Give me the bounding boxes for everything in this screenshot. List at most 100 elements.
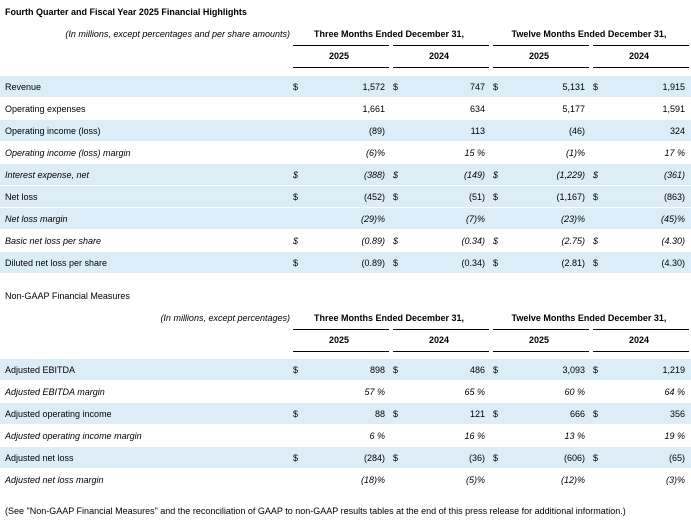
row-label: Net loss margin — [5, 214, 68, 224]
rule — [493, 351, 589, 352]
column-year: 2025 — [328, 335, 350, 345]
row-label: Adjusted EBITDA margin — [5, 387, 105, 397]
column-group: Twelve Months Ended December 31, — [511, 29, 667, 39]
cell-value: (1,167) — [556, 192, 585, 202]
rule — [393, 67, 489, 68]
rule — [393, 329, 489, 330]
cell-value: (51) — [468, 192, 485, 202]
cell-value: 19 % — [664, 431, 685, 441]
cell-value: 88 — [374, 409, 385, 419]
currency: $ — [593, 258, 599, 268]
cell-value: 121 — [469, 409, 485, 419]
column-group: Three Months Ended December 31, — [313, 313, 465, 323]
currency: $ — [393, 409, 399, 419]
cell-value: (45)% — [660, 214, 685, 224]
cell-value: (65) — [668, 453, 685, 463]
cell-value: 1,572 — [362, 82, 385, 92]
cell-value: (5)% — [465, 475, 485, 485]
row-band — [0, 447, 691, 468]
cell-value: 1,219 — [662, 365, 685, 375]
cell-value: 5,131 — [562, 82, 585, 92]
currency: $ — [393, 170, 399, 180]
cell-value: (23)% — [560, 214, 585, 224]
cell-value: (388) — [363, 170, 385, 180]
rule — [493, 329, 589, 330]
column-year: 2024 — [628, 335, 650, 345]
column-group: Twelve Months Ended December 31, — [511, 313, 667, 323]
rule — [293, 329, 389, 330]
currency: $ — [593, 82, 599, 92]
rule — [293, 351, 389, 352]
cell-value: 65 % — [464, 387, 485, 397]
row-band — [0, 252, 691, 273]
cell-value: (6)% — [365, 148, 385, 158]
rule — [293, 67, 389, 68]
currency: $ — [593, 453, 599, 463]
cell-value: (12)% — [560, 475, 585, 485]
table-note: (In millions, except percentages) — [160, 313, 290, 323]
cell-value: 15 % — [464, 148, 485, 158]
cell-value: 486 — [469, 365, 485, 375]
currency: $ — [293, 82, 299, 92]
currency: $ — [493, 82, 499, 92]
cell-value: 17 % — [664, 148, 685, 158]
row-label: Revenue — [5, 82, 42, 92]
column-year: 2024 — [428, 335, 450, 345]
cell-value: (361) — [663, 170, 685, 180]
row-band — [0, 76, 691, 97]
row-label: Adjusted net loss margin — [5, 475, 104, 485]
currency: $ — [493, 170, 499, 180]
cell-value: (606) — [563, 453, 585, 463]
cell-value: (284) — [363, 453, 385, 463]
cell-value: (0.34) — [461, 258, 485, 268]
cell-value: 64 % — [664, 387, 685, 397]
cell-value: 60 % — [564, 387, 585, 397]
currency: $ — [393, 82, 399, 92]
cell-value: 6 % — [369, 431, 385, 441]
cell-value: (2.81) — [561, 258, 585, 268]
row-label: Net loss — [5, 192, 38, 202]
cell-value: 5,177 — [562, 104, 585, 114]
cell-value: (1,229) — [556, 170, 585, 180]
row-band — [0, 186, 691, 207]
cell-value: (89) — [368, 126, 385, 136]
cell-value: 666 — [569, 409, 585, 419]
currency: $ — [393, 365, 399, 375]
row-label: Diluted net loss per share — [5, 258, 108, 268]
cell-value: (0.89) — [361, 236, 385, 246]
row-label: Interest expense, net — [5, 170, 90, 180]
row-label: Operating income (loss) — [5, 126, 101, 136]
cell-value: (0.89) — [361, 258, 385, 268]
currency: $ — [293, 170, 299, 180]
cell-value: (4.30) — [661, 236, 685, 246]
section-heading: Non-GAAP Financial Measures — [5, 291, 130, 301]
currency: $ — [493, 453, 499, 463]
currency: $ — [593, 236, 599, 246]
column-year: 2025 — [328, 51, 350, 61]
rule — [593, 329, 689, 330]
row-band — [0, 120, 691, 141]
cell-value: 324 — [669, 126, 685, 136]
table-note: (In millions, except percentages and per… — [65, 29, 290, 39]
currency: $ — [393, 453, 399, 463]
currency: $ — [293, 365, 299, 375]
cell-value: 113 — [470, 126, 485, 136]
row-label: Operating expenses — [5, 104, 86, 114]
row-band — [0, 164, 691, 185]
cell-value: 57 % — [364, 387, 385, 397]
column-year: 2025 — [528, 51, 550, 61]
cell-value: (863) — [663, 192, 685, 202]
currency: $ — [493, 236, 499, 246]
rule — [593, 67, 689, 68]
cell-value: (1)% — [565, 148, 585, 158]
cell-value: 747 — [469, 82, 485, 92]
row-band — [0, 208, 691, 229]
currency: $ — [293, 236, 299, 246]
column-year: 2024 — [628, 51, 650, 61]
cell-value: 16 % — [464, 431, 485, 441]
rule — [293, 45, 389, 46]
cell-value: 356 — [669, 409, 685, 419]
cell-value: (149) — [463, 170, 485, 180]
cell-value: (36) — [468, 453, 485, 463]
